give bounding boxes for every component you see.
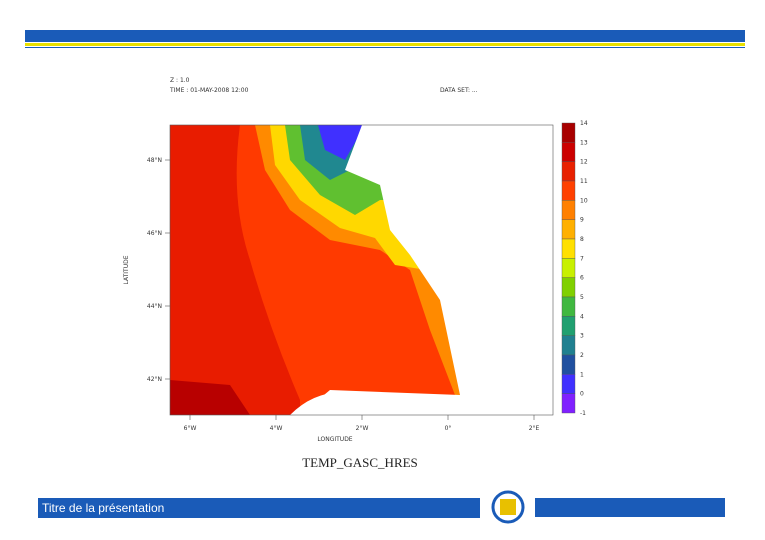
colorbar-cell — [561, 374, 576, 394]
logo-emblem — [500, 499, 516, 515]
coast — [290, 392, 460, 415]
colorbar-label: -1 — [580, 410, 586, 417]
y-axis-label: LATITUDE — [123, 255, 130, 284]
colorbar-cell — [561, 335, 576, 356]
x-tick-label: 6°W — [184, 425, 197, 432]
colorbar-label: 10 — [580, 197, 588, 204]
x-tick-label: 0° — [445, 425, 452, 432]
x-tick-label: 2°E — [529, 425, 540, 432]
footer-bar — [535, 498, 725, 517]
colorbar-cell — [561, 180, 576, 201]
colorbar-cell — [561, 238, 576, 259]
colorbar-label: 12 — [580, 159, 588, 166]
colorbar-cell — [561, 200, 576, 220]
frame — [169, 124, 554, 416]
map — [169, 124, 554, 416]
colorbar-label: 5 — [580, 294, 584, 301]
colorbar-label: 9 — [580, 217, 584, 224]
colorbar-label: 0 — [580, 391, 584, 398]
x-ticks: 6°W 4°W 2°W 0° 2°E — [184, 415, 540, 432]
plot-title: TEMP_GASC_HRES — [302, 455, 418, 470]
band-1 — [318, 125, 365, 160]
warm-region — [170, 125, 300, 415]
header-text: Z : 1.0 — [170, 77, 190, 84]
hot-region — [170, 380, 250, 415]
colorbar-cell — [561, 296, 576, 317]
y-tick-label: 44°N — [147, 303, 162, 310]
colorbar-label: 7 — [580, 255, 584, 262]
colorbar-cell — [561, 219, 576, 240]
x-tick-label: 4°W — [270, 425, 283, 432]
colorbar-label: 4 — [580, 313, 584, 320]
header-bar — [25, 30, 745, 42]
x-axis-label: LONGITUDE — [317, 436, 352, 443]
colorbar-cell — [561, 258, 576, 278]
colorbar-cell — [561, 122, 576, 143]
colorbar-cell — [561, 316, 576, 336]
colorbar-cell — [561, 161, 576, 182]
header-text: TIME : 01-MAY-2008 12:00 — [169, 87, 249, 94]
colorbar-cell — [561, 142, 576, 162]
header-line — [25, 47, 745, 48]
y-tick-label: 48°N — [147, 157, 162, 164]
colorbar-cell — [561, 354, 576, 375]
colorbar-label: 14 — [580, 120, 588, 127]
colorbar-label: 3 — [580, 333, 584, 340]
colorbar-cell — [561, 277, 576, 298]
x-tick-label: 2°W — [356, 425, 369, 432]
y-tick-label: 46°N — [147, 230, 162, 237]
y-tick-label: 42°N — [147, 376, 162, 383]
dataset-text: DATA SET: ... — [440, 87, 478, 94]
colorbar-label: 8 — [580, 236, 584, 243]
colorbar-label: 13 — [580, 139, 588, 146]
colorbar-label: 6 — [580, 275, 584, 282]
header-stripe — [25, 43, 745, 46]
colorbar-label: 11 — [580, 178, 588, 185]
footer-title: Titre de la présentation — [38, 498, 480, 518]
y-ticks: 48°N 46°N 44°N 42°N — [147, 157, 170, 383]
colorbar-cell — [561, 393, 576, 414]
land — [300, 125, 553, 415]
colorbar-label: 1 — [580, 371, 584, 378]
colorbar-label: 2 — [580, 352, 584, 359]
